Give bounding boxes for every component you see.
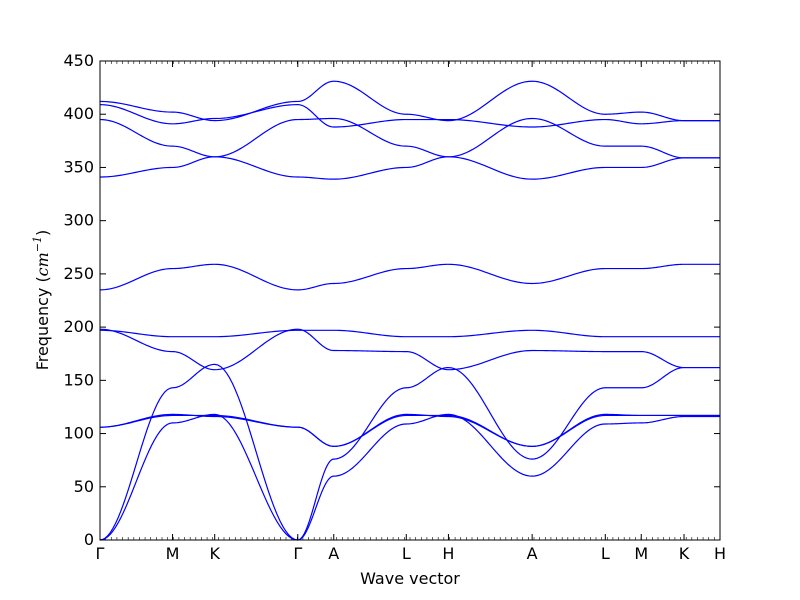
y-tick-label: 0 — [84, 530, 94, 549]
band-line — [99, 104, 720, 128]
band-line — [99, 363, 720, 541]
plot-frame — [99, 60, 721, 541]
band-line — [99, 80, 720, 122]
y-tick-label: 450 — [63, 51, 94, 70]
x-tick-label: A — [328, 544, 339, 563]
x-tick-label: Γ — [96, 544, 105, 563]
x-tick-label: Γ — [293, 544, 302, 563]
tick-marks — [99, 60, 721, 541]
x-tick-label: A — [527, 544, 538, 563]
x-tick-label: H — [442, 544, 454, 563]
y-tick-labels: 0 50 100 150 200 250 300 350 400 450 — [63, 51, 94, 549]
x-tick-label: K — [209, 544, 220, 563]
x-tick-label: L — [402, 544, 411, 563]
band-line — [99, 263, 720, 291]
x-tick-label: K — [679, 544, 690, 563]
band-line — [99, 414, 720, 447]
y-tick-label: 100 — [63, 424, 94, 443]
band-line — [99, 328, 720, 371]
y-tick-label: 200 — [63, 317, 94, 336]
band-line — [99, 156, 720, 180]
y-tick-label: 400 — [63, 104, 94, 123]
x-tick-label: M — [634, 544, 648, 563]
x-axis-label: Wave vector — [360, 569, 460, 588]
x-tick-label: L — [601, 544, 610, 563]
y-tick-label: 50 — [74, 477, 94, 496]
phonon-bands — [99, 80, 720, 541]
x-tick-label: H — [714, 544, 726, 563]
x-tick-label: M — [166, 544, 180, 563]
y-tick-label: 300 — [63, 211, 94, 230]
y-tick-label: 350 — [63, 157, 94, 176]
y-tick-label: 250 — [63, 264, 94, 283]
band-line — [99, 329, 720, 338]
y-axis-label: Frequency (cm−1) — [31, 230, 52, 371]
band-line — [99, 413, 720, 541]
band-line — [99, 117, 720, 159]
y-tick-label: 150 — [63, 370, 94, 389]
